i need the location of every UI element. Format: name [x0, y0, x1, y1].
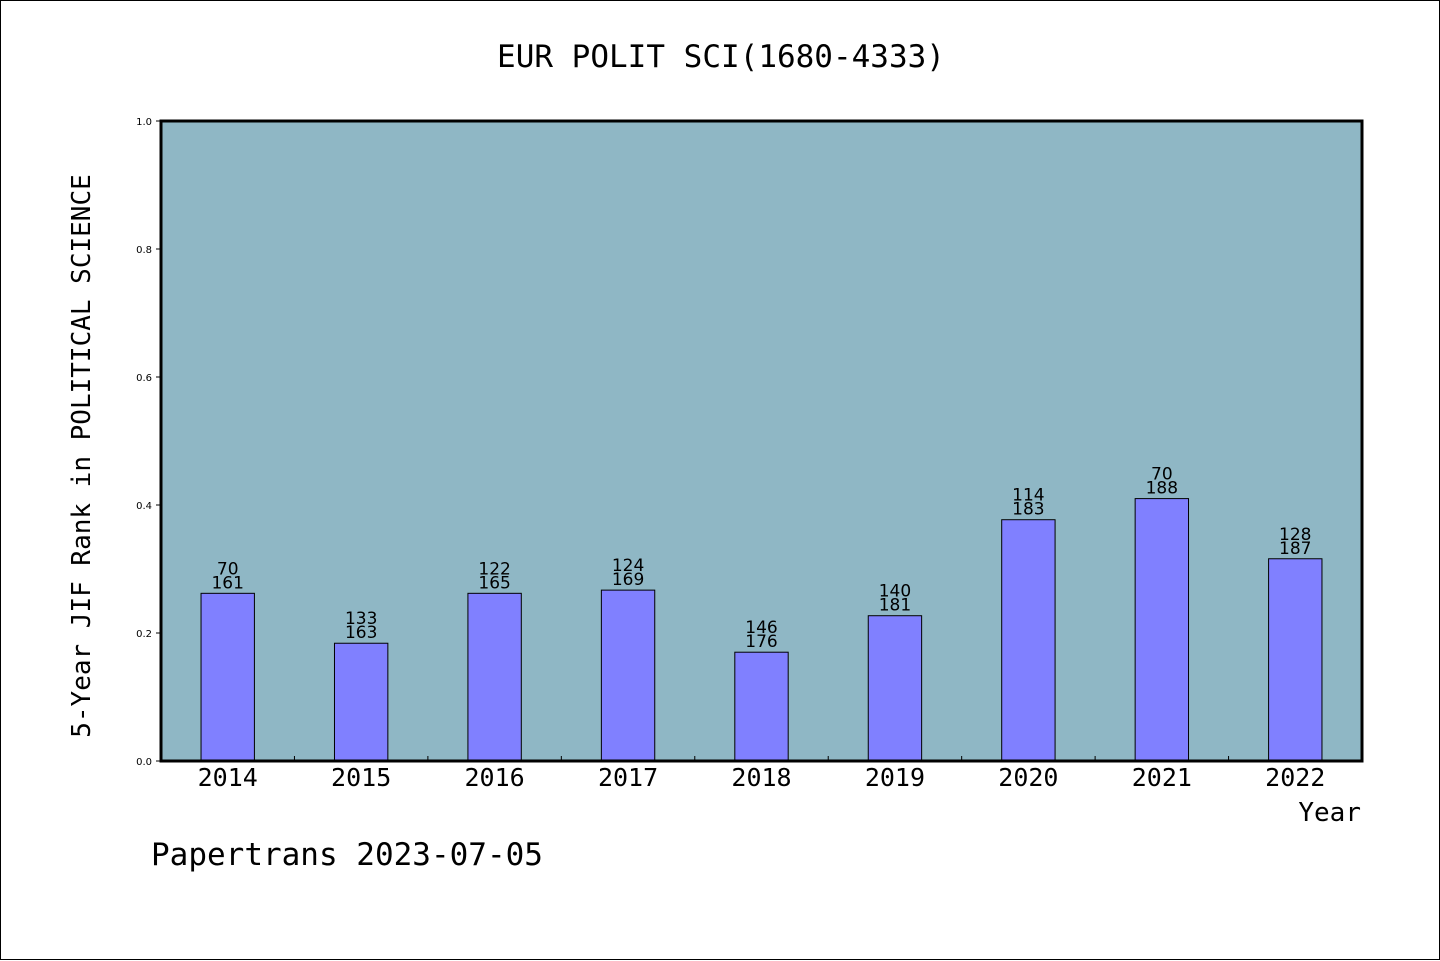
bar-label-total: 176 [745, 632, 777, 652]
x-tick-label: 2019 [865, 763, 925, 792]
bar-label-rank: 70 [1151, 465, 1173, 485]
x-ticks: 2014 2015 2016 2017 2018 2019 2020 2021 2022 [198, 756, 1325, 792]
bar-label-rank: 122 [478, 559, 510, 579]
bar-label-total: 181 [879, 596, 911, 616]
x-tick-label: 2018 [731, 763, 791, 792]
x-tick-label: 2017 [598, 763, 658, 792]
y-tick-label: 0.0 [136, 757, 152, 768]
x-tick-label: 2015 [331, 763, 391, 792]
y-ticks: 0.0 0.2 0.4 0.6 0.8 1.0 [136, 117, 161, 768]
bar-2019 [867, 615, 923, 762]
bar-label-total: 165 [478, 573, 510, 593]
x-axis-label: Year [1298, 798, 1361, 828]
bar-label-total: 161 [211, 573, 243, 593]
bar-2022 [1268, 558, 1323, 762]
bar-label-total: 169 [612, 570, 644, 590]
bar-2018 [734, 651, 789, 762]
y-tick-label: 0.6 [136, 373, 152, 384]
bar-label-total: 163 [345, 623, 377, 643]
y-tick-label: 0.2 [136, 629, 152, 640]
plot-border [159, 119, 1364, 763]
x-tick-label: 2021 [1132, 763, 1192, 792]
bar-2015 [333, 642, 389, 762]
bar-label-rank: 114 [1012, 486, 1044, 506]
x-tick-label: 2022 [1265, 763, 1325, 792]
y-tick-label: 1.0 [136, 117, 152, 128]
bar-label-rank: 133 [345, 609, 377, 629]
bar-2020 [1001, 519, 1056, 762]
bar-label-total: 188 [1146, 479, 1178, 499]
bar-label-rank: 128 [1279, 525, 1311, 545]
x-tick-label: 2016 [465, 763, 525, 792]
x-tick-label: 2014 [198, 763, 258, 792]
bar-2021 [1134, 498, 1190, 762]
bar-label-total: 187 [1279, 539, 1311, 559]
bar-label-rank: 124 [612, 556, 644, 576]
x-tick-label: 2020 [998, 763, 1058, 792]
bar-label-total: 183 [1012, 500, 1044, 520]
footer-credit: Papertrans 2023-07-05 [151, 837, 543, 873]
bar-2016 [467, 592, 522, 762]
y-axis-label: 5-Year JIF Rank in POLITICAL SCIENCE [67, 174, 97, 738]
bars-layer: 7016113316312216512416914617614018111418… [200, 465, 1323, 762]
y-tick-label: 0.4 [136, 501, 152, 512]
bar-label-rank: 146 [745, 618, 777, 638]
bar-label-rank: 140 [879, 582, 911, 602]
bar-label-rank: 70 [217, 559, 239, 579]
y-tick-label: 0.8 [136, 245, 152, 256]
bar-2017 [600, 589, 656, 762]
chart-title: EUR POLIT SCI(1680-4333) [497, 39, 945, 75]
bar-2014 [200, 592, 255, 762]
